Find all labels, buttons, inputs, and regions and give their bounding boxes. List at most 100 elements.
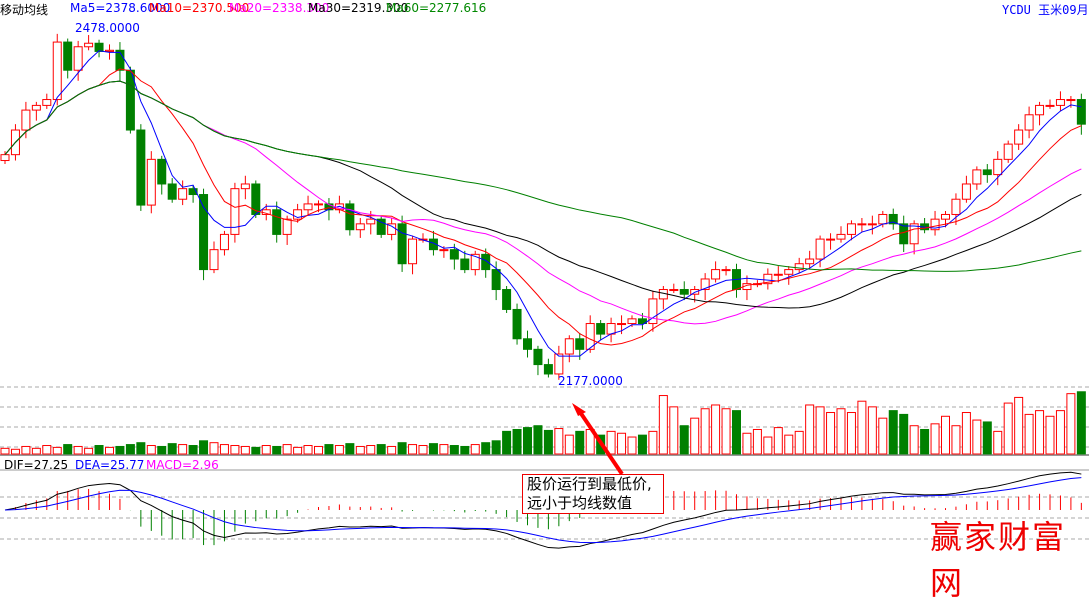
- candle-body: [481, 253, 491, 271]
- candle-body: [878, 213, 888, 225]
- candle-body: [888, 213, 898, 225]
- candle-body: [460, 258, 470, 271]
- candle-body: [408, 238, 418, 265]
- volume-bar: [240, 445, 250, 455]
- ma20-line: [4, 80, 1082, 325]
- volume-bar: [878, 417, 888, 455]
- candle-body: [627, 318, 637, 325]
- volume-bar: [930, 423, 940, 455]
- annotation-box: 股价运行到最低价, 远小于均线数值: [522, 474, 664, 514]
- volume-bar: [209, 442, 219, 455]
- candle-body: [826, 238, 836, 241]
- volume-bar: [272, 445, 282, 455]
- volume-bar: [857, 400, 867, 455]
- volume-bar: [523, 427, 532, 455]
- candle-body: [157, 158, 167, 185]
- candle-body: [805, 258, 815, 265]
- candle-body: [84, 42, 94, 48]
- volume-bar: [10, 448, 20, 455]
- indicator-name: 移动均线: [0, 3, 49, 17]
- volume-bar: [481, 442, 491, 455]
- volume-bar: [794, 430, 804, 455]
- candle-body: [533, 348, 543, 366]
- candle-body: [512, 308, 522, 340]
- volume-bar: [1024, 413, 1034, 455]
- candle-body: [523, 338, 532, 350]
- volume-bar: [993, 430, 1003, 455]
- volume-bar: [721, 408, 731, 455]
- candle-body: [564, 338, 574, 355]
- volume-bar: [543, 429, 553, 455]
- candle-body: [721, 269, 731, 272]
- volume-bar: [219, 444, 229, 455]
- volume-bar: [188, 445, 198, 455]
- annotation-line-1: 股价运行到最低价,: [527, 475, 652, 493]
- candle-body: [178, 188, 188, 200]
- volume-bar: [564, 434, 574, 455]
- candle-body: [543, 364, 553, 375]
- volume-bar: [909, 425, 919, 455]
- volume-bar: [31, 447, 41, 455]
- volume-bar: [408, 444, 418, 455]
- volume-bar: [84, 447, 94, 455]
- volume-bar: [0, 447, 10, 455]
- volume-bar: [899, 413, 909, 455]
- ma60-line: [4, 80, 1082, 272]
- volume-bar: [961, 412, 971, 455]
- candle-body: [230, 188, 240, 235]
- ma10-value: Ma10=2370.500: [149, 1, 250, 15]
- candle-body: [815, 238, 825, 260]
- candle-body: [836, 233, 846, 240]
- candle-body: [1003, 143, 1013, 160]
- candle-body: [219, 233, 229, 251]
- candle-body: [94, 42, 104, 52]
- candle-body: [575, 338, 585, 350]
- watermark: 赢家财富网: [930, 518, 1067, 602]
- volume-bar: [690, 417, 700, 455]
- candle-body: [637, 318, 647, 325]
- arrow-icon: [578, 410, 624, 476]
- volume-bar: [920, 428, 930, 455]
- candle-body: [1045, 104, 1055, 107]
- volume-bar: [157, 445, 167, 455]
- candle-body: [251, 183, 261, 215]
- candle-body: [366, 218, 376, 225]
- volume-bar: [867, 406, 877, 455]
- candle-body: [617, 323, 627, 326]
- volume-bar: [146, 445, 156, 455]
- candle-body: [846, 223, 856, 235]
- volume-bar: [428, 443, 438, 455]
- candle-body: [146, 158, 156, 206]
- candle-body: [857, 223, 867, 226]
- candle-body: [470, 253, 480, 271]
- volume-bar: [805, 404, 815, 455]
- volume-bar: [491, 440, 501, 455]
- candle-body: [596, 323, 606, 335]
- candle-body: [1076, 99, 1086, 125]
- volume-bar: [167, 443, 177, 455]
- volume-bar: [972, 419, 982, 455]
- volume-bar: [1003, 402, 1013, 455]
- ma30-value: Ma30=2319.300: [308, 1, 409, 15]
- volume-bar: [314, 445, 323, 455]
- volume-bar: [1045, 415, 1055, 455]
- candle-body: [1066, 99, 1076, 102]
- ma30-line: [4, 80, 1082, 309]
- candle-body: [136, 129, 146, 206]
- candle-body: [167, 183, 177, 200]
- candle-body: [63, 41, 73, 71]
- volume-bar: [826, 412, 836, 455]
- volume-bar: [376, 444, 386, 455]
- volume-bar: [941, 415, 950, 455]
- volume-bar: [303, 445, 313, 455]
- volume-bar: [784, 434, 794, 455]
- stock-chart: [0, 33, 1089, 549]
- volume-bar: [345, 443, 355, 455]
- volume-bar: [575, 430, 585, 455]
- dif-value: DIF=27.25: [4, 458, 69, 472]
- candle-body: [73, 46, 83, 71]
- volume-bar: [502, 430, 512, 455]
- candle-body: [585, 323, 595, 350]
- candle-body: [0, 154, 10, 162]
- volume-bar: [1035, 410, 1045, 455]
